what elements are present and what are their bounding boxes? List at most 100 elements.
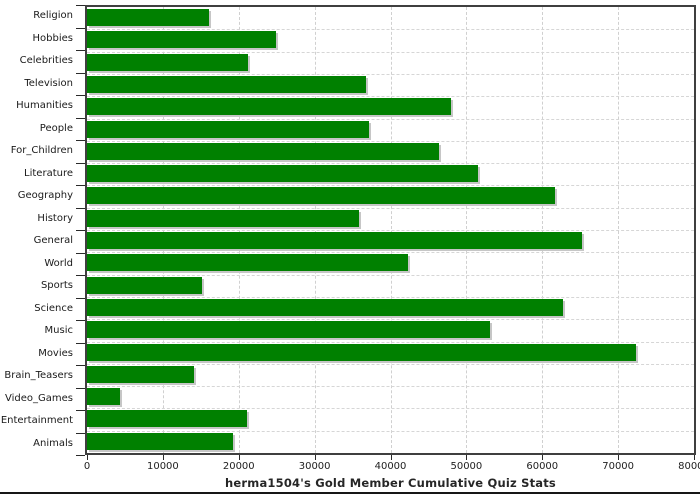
y-axis-tick [76, 50, 85, 51]
y-axis-tick [76, 252, 85, 254]
bar-humanities [87, 98, 452, 116]
y-axis-tick [76, 95, 85, 96]
x-axis-tick [618, 455, 620, 460]
y-axis-tick [76, 342, 85, 344]
y-axis-tick [76, 410, 85, 411]
x-axis-tick-label: 30000 [298, 461, 331, 472]
category-label: Music [44, 325, 73, 336]
y-axis-tick [76, 185, 85, 186]
bar-literature [87, 165, 478, 183]
x-axis-tick [162, 455, 164, 460]
y-axis-tick [76, 140, 85, 141]
category-label: World [44, 257, 73, 269]
y-axis-category-labels: Religion Hobbies Celebrities Television Huma… [0, 5, 73, 455]
x-axis-tick-label: 10000 [146, 461, 179, 472]
bar-world [87, 254, 408, 272]
grid-line-horizontal [87, 408, 694, 410]
grid-line-horizontal [87, 430, 694, 432]
grid-line-horizontal [87, 252, 694, 254]
category-label: Hobbies [32, 32, 73, 44]
y-axis-tick [76, 5, 85, 6]
bar-entertainment [87, 410, 248, 428]
bar-television [87, 75, 367, 93]
grid-line-horizontal [87, 296, 694, 298]
grid-line-horizontal [87, 341, 694, 343]
y-axis-tick [76, 27, 85, 29]
grid-line-horizontal [87, 73, 694, 75]
x-axis-tick [390, 455, 392, 460]
grid-line-horizontal [87, 230, 694, 231]
category-label: Literature [24, 167, 73, 179]
grid-line-horizontal [87, 96, 694, 98]
category-label: People [39, 122, 73, 134]
bar-hobbies [87, 31, 276, 49]
bar-brain_teasers [87, 365, 194, 383]
grid-line-horizontal [87, 319, 694, 321]
y-axis-tick [76, 387, 85, 389]
x-axis-tick-label: 40000 [374, 461, 407, 472]
grid-line-horizontal [87, 386, 694, 388]
x-axis-tick [694, 455, 695, 460]
grid-line-horizontal [87, 118, 694, 120]
x-axis-tick [238, 455, 240, 460]
chart-title: herma1504's Gold Member Cumulative Quiz … [225, 476, 556, 490]
category-label: History [37, 212, 73, 224]
category-label: Movies [38, 347, 73, 359]
bar-geography [87, 187, 556, 205]
y-axis-tick [76, 275, 85, 276]
bar-people [87, 120, 370, 138]
window-bottom-border [0, 492, 700, 494]
grid-line-horizontal [87, 363, 694, 365]
category-label: Brain_Teasers [4, 370, 73, 381]
x-axis-tick-label: 60000 [526, 461, 559, 472]
bar-for_children [87, 142, 440, 160]
grid-line-horizontal [87, 207, 694, 209]
bar-celebrities [87, 53, 248, 71]
bar-religion [87, 9, 210, 26]
bar-movies [87, 343, 636, 361]
category-label: Geography [17, 190, 73, 201]
bar-music [87, 321, 490, 339]
grid-line-horizontal [87, 274, 694, 276]
x-axis-tick-label: 80000 [678, 461, 700, 472]
y-axis-tick [76, 162, 85, 164]
category-label: General [33, 235, 73, 246]
category-label: Celebrities [19, 55, 73, 66]
bar-general [87, 232, 583, 249]
category-label: Television [24, 77, 73, 89]
bar-sports [87, 276, 202, 294]
y-axis-tick [76, 117, 85, 119]
x-axis-tick-label: 20000 [222, 461, 255, 472]
x-axis-tick-label: 50000 [450, 461, 483, 472]
category-label: Science [34, 302, 73, 314]
category-label: For_Children [10, 145, 73, 156]
category-label: Religion [33, 10, 73, 21]
x-axis-tick [466, 455, 468, 460]
x-axis-tick [87, 455, 88, 460]
bar-animals [87, 432, 234, 450]
y-axis-tick [76, 320, 85, 321]
category-label: Animals [33, 437, 73, 449]
grid-line-horizontal [87, 51, 694, 53]
bar-video_games [87, 388, 121, 406]
y-axis-tick [76, 432, 85, 434]
x-axis-tick [542, 455, 544, 460]
grid-line-horizontal [87, 29, 694, 31]
category-label: Video_Games [5, 392, 73, 404]
plot-area [85, 5, 696, 455]
grid-line-horizontal [87, 185, 694, 187]
y-axis-tick [76, 207, 85, 209]
y-axis-tick [76, 297, 85, 299]
x-axis-tick-label: 70000 [602, 461, 635, 472]
bar-science [87, 298, 564, 316]
category-label: Entertainment [0, 415, 73, 426]
y-axis-tick [76, 365, 85, 366]
y-axis-tick [76, 230, 85, 231]
x-axis-tick [314, 455, 316, 460]
category-label: Sports [40, 280, 73, 291]
x-axis-tick-label: 0 [83, 461, 91, 472]
y-axis-tick [76, 72, 85, 74]
y-axis-tick [76, 455, 85, 456]
bar-history [87, 209, 360, 227]
